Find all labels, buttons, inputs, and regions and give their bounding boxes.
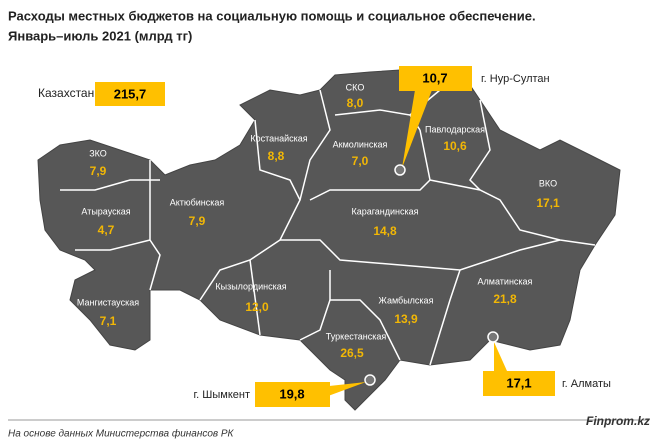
region-name: Жамбылская <box>379 295 434 305</box>
region-value: 10,6 <box>443 139 467 153</box>
region-name: Кызылординская <box>215 281 286 291</box>
region-value: 13,9 <box>394 312 418 326</box>
total-label: Казахстан <box>38 86 94 100</box>
region-value: 21,8 <box>493 292 517 306</box>
city-value: 19,8 <box>279 386 304 401</box>
region-name: Карагандинская <box>351 206 418 216</box>
city-name: г. Шымкент <box>194 389 251 401</box>
region-name: Атырауская <box>81 206 130 216</box>
subtitle: Январь–июль 2021 (млрд тг) <box>8 28 192 43</box>
region-value: 8,0 <box>347 96 364 110</box>
city-markers <box>255 66 555 407</box>
region-name: Актюбинская <box>170 197 225 207</box>
brand: Finprom.kz <box>586 414 650 428</box>
region-name: Костанайская <box>250 133 307 143</box>
region-value: 7,0 <box>352 154 369 168</box>
region-name: Мангистауская <box>77 297 139 307</box>
region-value: 4,7 <box>98 223 115 237</box>
region-value: 7,9 <box>90 164 107 178</box>
region-name: СКО <box>346 82 365 92</box>
map-outline <box>37 69 621 411</box>
region-value: 7,9 <box>189 214 206 228</box>
region-borders <box>60 89 596 366</box>
region-name: Туркестанская <box>326 331 387 341</box>
region-value: 12,0 <box>245 300 269 314</box>
region-name: Алматинская <box>478 276 533 286</box>
region-name: Павлодарская <box>425 124 485 134</box>
region-value: 26,5 <box>340 346 364 360</box>
title: Расходы местных бюджетов на социальную п… <box>8 8 536 23</box>
city-value: 10,7 <box>422 70 447 85</box>
region-name: Акмолинская <box>333 139 388 149</box>
region-value: 14,8 <box>373 224 397 238</box>
region-name: ЗКО <box>89 148 107 158</box>
region-name: ВКО <box>539 178 557 188</box>
region-value: 7,1 <box>100 314 117 328</box>
total-value: 215,7 <box>114 86 147 101</box>
total-box <box>95 82 165 106</box>
city-value: 17,1 <box>506 375 531 390</box>
city-name: г. Нур-Султан <box>481 73 550 85</box>
city-name: г. Алматы <box>562 378 611 390</box>
region-value: 17,1 <box>536 196 560 210</box>
region-value: 8,8 <box>268 149 285 163</box>
source: На основе данных Министерства финансов Р… <box>8 428 235 440</box>
